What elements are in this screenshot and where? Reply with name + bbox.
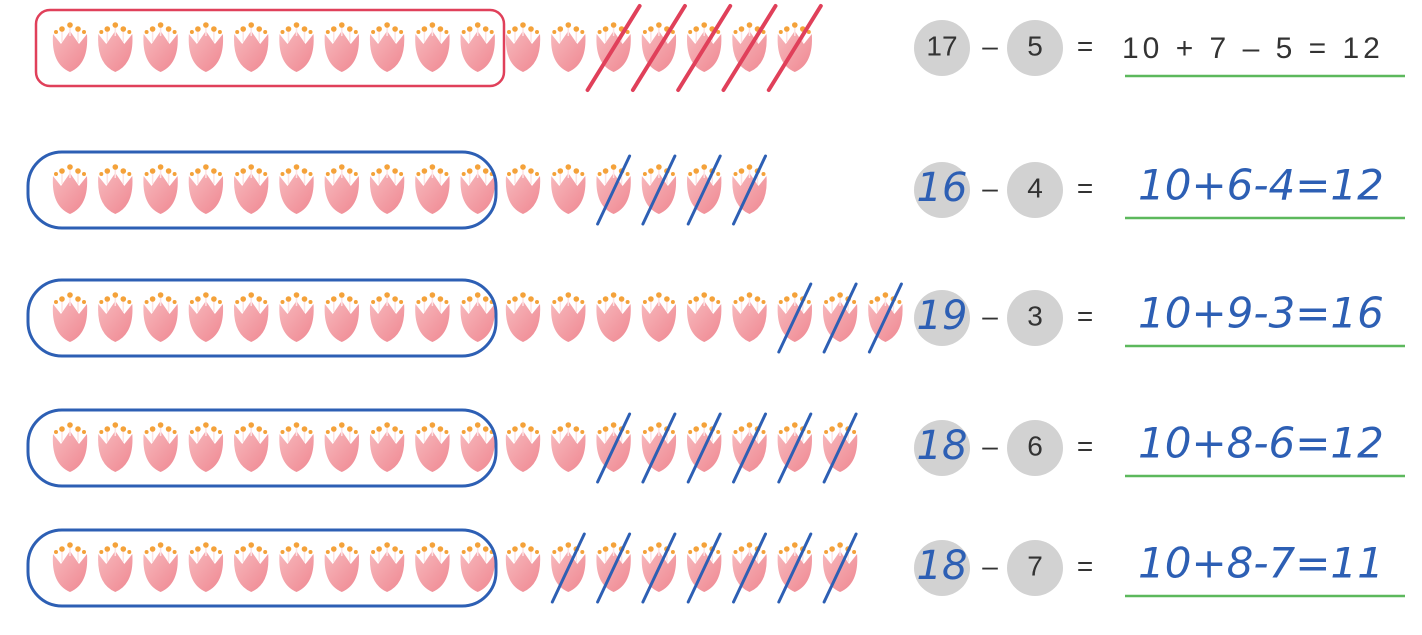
tulip bbox=[596, 292, 630, 342]
tulip bbox=[143, 22, 177, 72]
tulip bbox=[461, 164, 495, 214]
tulip bbox=[461, 292, 495, 342]
tulip bbox=[98, 164, 132, 214]
tulip bbox=[234, 422, 268, 472]
tulip bbox=[279, 292, 313, 342]
tulip bbox=[732, 292, 766, 342]
tulip bbox=[506, 422, 540, 472]
tulip bbox=[325, 164, 359, 214]
page: 17–5=10 + 7 – 5 = 1216–4=10+6-4=1219–3=1… bbox=[0, 0, 1422, 630]
subtrahend: 4 bbox=[1027, 172, 1043, 203]
tulip bbox=[234, 292, 268, 342]
answer: 10+8-7=11 bbox=[1138, 539, 1384, 588]
tulip bbox=[189, 542, 223, 592]
tulip bbox=[551, 164, 585, 214]
tulip bbox=[687, 292, 721, 342]
cross-out bbox=[769, 6, 821, 90]
minus-sign: – bbox=[982, 172, 998, 203]
tulip bbox=[461, 542, 495, 592]
minuend: 17 bbox=[926, 30, 957, 61]
tulip bbox=[370, 22, 404, 72]
tulip bbox=[53, 22, 87, 72]
tulip bbox=[370, 422, 404, 472]
cross-out bbox=[678, 6, 730, 90]
tulip bbox=[415, 292, 449, 342]
tulip bbox=[370, 292, 404, 342]
tulip bbox=[234, 22, 268, 72]
tulip bbox=[98, 542, 132, 592]
tulip bbox=[234, 542, 268, 592]
tulip bbox=[98, 22, 132, 72]
tulip bbox=[551, 422, 585, 472]
tulip bbox=[506, 22, 540, 72]
tulip bbox=[551, 22, 585, 72]
cross-out bbox=[633, 6, 685, 90]
tulip bbox=[461, 422, 495, 472]
tulip bbox=[415, 422, 449, 472]
answer: 10+9-3=16 bbox=[1138, 289, 1384, 338]
tulip bbox=[415, 542, 449, 592]
tulip bbox=[279, 22, 313, 72]
subtrahend: 7 bbox=[1027, 550, 1043, 581]
answer: 10 + 7 – 5 = 12 bbox=[1122, 32, 1384, 65]
equals-sign: = bbox=[1077, 172, 1093, 203]
minus-sign: – bbox=[982, 550, 998, 581]
tulip bbox=[143, 542, 177, 592]
tulip bbox=[325, 22, 359, 72]
tulip bbox=[189, 422, 223, 472]
tulip bbox=[325, 542, 359, 592]
tulip bbox=[325, 292, 359, 342]
tulip bbox=[461, 22, 495, 72]
tulip bbox=[53, 164, 87, 214]
tulip bbox=[370, 542, 404, 592]
cross-out bbox=[588, 6, 640, 90]
equals-sign: = bbox=[1077, 300, 1093, 331]
tulip bbox=[234, 164, 268, 214]
tulip bbox=[189, 292, 223, 342]
tulip bbox=[98, 422, 132, 472]
subtrahend: 3 bbox=[1027, 300, 1043, 331]
equals-sign: = bbox=[1077, 430, 1093, 461]
subtrahend: 5 bbox=[1027, 30, 1043, 61]
worksheet: 17–5=10 + 7 – 5 = 1216–4=10+6-4=1219–3=1… bbox=[0, 0, 1422, 630]
tulip bbox=[415, 164, 449, 214]
tulip bbox=[506, 542, 540, 592]
tulip bbox=[189, 164, 223, 214]
tulip bbox=[642, 292, 676, 342]
minus-sign: – bbox=[982, 430, 998, 461]
tulip bbox=[370, 164, 404, 214]
cross-out bbox=[724, 6, 776, 90]
tulip bbox=[143, 422, 177, 472]
tulip bbox=[143, 292, 177, 342]
subtrahend: 6 bbox=[1027, 430, 1043, 461]
minus-sign: – bbox=[982, 30, 998, 61]
answer: 10+8-6=12 bbox=[1138, 419, 1384, 468]
tulip bbox=[506, 164, 540, 214]
tulip bbox=[551, 292, 585, 342]
minuend: 16 bbox=[917, 165, 968, 211]
tulip bbox=[53, 422, 87, 472]
tulip bbox=[189, 22, 223, 72]
tulip bbox=[506, 292, 540, 342]
tulip bbox=[143, 164, 177, 214]
tulip bbox=[415, 22, 449, 72]
tulip bbox=[53, 292, 87, 342]
minuend: 19 bbox=[917, 293, 968, 339]
answer: 10+6-4=12 bbox=[1138, 161, 1384, 210]
minuend: 18 bbox=[917, 543, 968, 589]
tulip bbox=[98, 292, 132, 342]
tulip bbox=[53, 542, 87, 592]
tulip bbox=[279, 164, 313, 214]
tulip bbox=[279, 542, 313, 592]
tulip bbox=[279, 422, 313, 472]
tulip bbox=[325, 422, 359, 472]
minus-sign: – bbox=[982, 300, 998, 331]
minuend: 18 bbox=[917, 423, 968, 469]
equals-sign: = bbox=[1077, 30, 1093, 61]
equals-sign: = bbox=[1077, 550, 1093, 581]
